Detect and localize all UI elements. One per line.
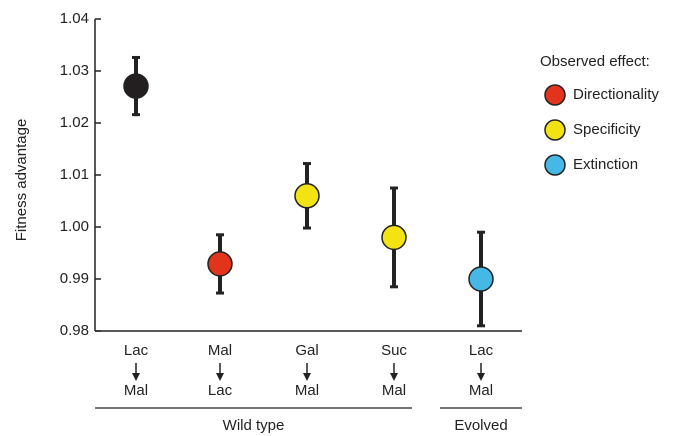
x-tick-label-to: Lac	[208, 382, 233, 399]
dot	[294, 183, 320, 209]
x-tick-label-from: Mal	[208, 342, 232, 359]
x-tick-label-from: Suc	[381, 342, 407, 359]
x-tick-label-from: Lac	[469, 342, 494, 359]
y-axis-label: Fitness advantage	[13, 119, 30, 242]
legend-title: Observed effect:	[540, 53, 650, 70]
dot	[207, 251, 233, 277]
x-tick-label-to: Mal	[382, 382, 406, 399]
group-label: Wild type	[223, 417, 285, 434]
group-label: Evolved	[454, 417, 507, 434]
legend-swatch	[544, 119, 566, 141]
y-tick-label: 1.01	[60, 166, 89, 183]
legend-swatch	[544, 84, 566, 106]
dot	[381, 224, 407, 251]
arrow-head	[477, 373, 485, 381]
x-tick-label-to: Mal	[295, 382, 319, 399]
y-tick-label: 0.98	[60, 322, 89, 339]
legend-label: Extinction	[573, 156, 638, 173]
dot	[468, 266, 494, 292]
y-tick-label: 0.99	[60, 270, 89, 287]
x-tick-label-to: Mal	[469, 382, 493, 399]
y-tick-label: 1.02	[60, 114, 89, 131]
legend-swatch	[544, 154, 566, 176]
arrow-head	[303, 373, 311, 381]
arrow-head	[132, 373, 140, 381]
legend-label: Specificity	[573, 121, 641, 138]
y-tick-label: 1.03	[60, 62, 89, 79]
legend-label: Directionality	[573, 86, 659, 103]
dot	[123, 73, 149, 99]
x-tick-label-from: Lac	[124, 342, 149, 359]
x-tick-label-to: Mal	[124, 382, 148, 399]
y-tick-label: 1.04	[60, 10, 89, 27]
arrow-head	[216, 373, 224, 381]
arrow-head	[390, 373, 398, 381]
y-tick-label: 1.00	[60, 218, 89, 235]
x-tick-label-from: Gal	[295, 342, 318, 359]
